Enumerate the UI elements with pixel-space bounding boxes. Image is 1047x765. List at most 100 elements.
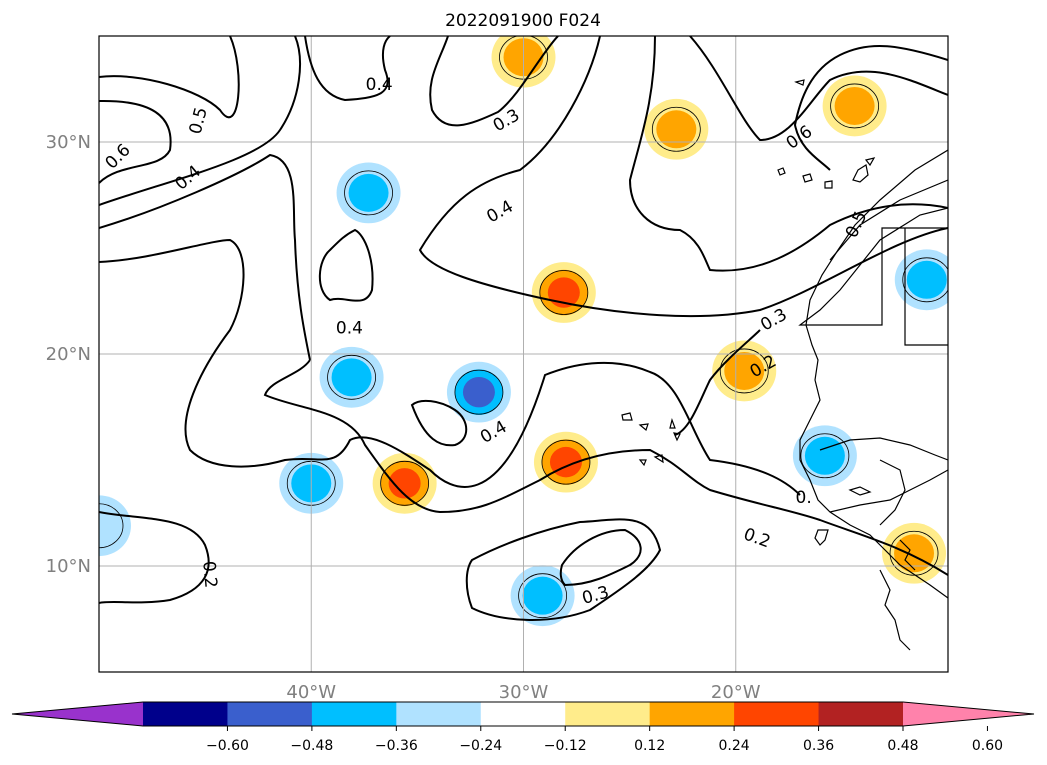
island-canary-1 — [777, 167, 786, 176]
island-canary-2 — [802, 173, 813, 183]
anomaly-shade — [319, 346, 384, 408]
contour-line — [99, 36, 240, 119]
contour-line — [674, 329, 761, 436]
anomaly-outline — [518, 573, 568, 619]
colorbar-tick-label: 0.24 — [719, 738, 750, 754]
anomaly-shade-level — [331, 358, 372, 397]
anomaly-shade — [446, 361, 511, 423]
anomaly-shade-level — [522, 576, 563, 615]
contour-line — [793, 45, 948, 171]
contour-label: 0.4 — [366, 75, 393, 95]
contour-line — [99, 99, 172, 184]
anomaly-shade — [894, 249, 948, 311]
anomaly-shade — [712, 340, 777, 402]
island-cape-verde-5 — [638, 459, 647, 467]
border-1 — [829, 179, 948, 261]
colorbar-tick-label: 0.12 — [634, 738, 665, 754]
contour-line — [429, 36, 559, 127]
contour-line — [559, 528, 642, 587]
anomaly-outline — [541, 439, 591, 485]
contour-lines — [99, 36, 948, 621]
anomaly-outline — [889, 530, 939, 576]
anomaly-shade — [531, 262, 596, 323]
contour-line — [318, 228, 374, 302]
colorbar-segment — [143, 702, 228, 726]
graticule-grid — [99, 36, 948, 672]
anomaly-shading-layer — [99, 36, 948, 627]
colorbar-segment — [396, 702, 482, 726]
border-3 — [904, 228, 948, 346]
anomaly-shade — [533, 431, 598, 493]
colorbar-tick-label: 0.60 — [972, 738, 1003, 754]
anomaly-outline — [327, 354, 376, 400]
anomaly-shade — [336, 162, 401, 224]
x-tick-label: 20°W — [711, 682, 761, 703]
colorbar-tick-label: 0.48 — [887, 738, 918, 754]
anomaly-shade-level — [348, 173, 389, 212]
coastlines — [621, 79, 948, 651]
anomaly-shade-level — [804, 436, 845, 475]
anomaly-outline — [800, 433, 850, 479]
border-5 — [829, 469, 948, 513]
colorbar-tick-label: −0.12 — [544, 738, 587, 754]
anomaly-outline — [454, 369, 504, 415]
chart-title: 2022091900 F024 — [445, 11, 601, 31]
island-madeira — [794, 79, 805, 86]
contour-line — [99, 238, 801, 496]
anomaly-shade — [99, 495, 131, 557]
colorbar-segment — [227, 702, 313, 726]
anomaly-shade — [822, 75, 887, 137]
colorbar-segment — [818, 702, 904, 726]
axis-labels: 40°W 30°W 20°W 30°N 20°N 10°N — [46, 132, 761, 703]
y-tick-label: 20°N — [46, 344, 91, 365]
anomaly-shade — [372, 452, 437, 514]
map-plot-area: 0.60.50.40.40.30.40.40.40.60.50.30.20.20… — [99, 36, 948, 672]
island-cape-verde-2 — [638, 423, 649, 432]
anomaly-shade-level — [834, 86, 875, 125]
colorbar-outline — [11, 701, 1035, 727]
contour-line — [628, 36, 948, 272]
colorbar-segment — [565, 702, 651, 726]
contour-line — [465, 518, 662, 621]
island-canary-3 — [824, 180, 833, 189]
anomaly-shade-level — [547, 277, 580, 308]
anomaly-outline — [344, 170, 393, 216]
colorbar-segment — [311, 702, 397, 726]
y-tick-label: 30°N — [46, 132, 91, 153]
colorbar-segment — [649, 702, 735, 726]
anomaly-shade — [510, 565, 575, 627]
x-tick-label: 40°W — [286, 682, 336, 703]
anomaly-shade — [644, 98, 709, 160]
anomaly-shade — [792, 425, 857, 487]
colorbar-tick-label: −0.48 — [290, 738, 333, 754]
colorbar-tick-label: 0.36 — [803, 738, 834, 754]
island-cape-verde-1 — [621, 412, 633, 421]
border-9 — [879, 569, 911, 651]
anomaly-outline — [902, 257, 948, 303]
contour-line — [418, 36, 948, 318]
colorbar-segment — [480, 702, 566, 726]
anomaly-shade-level — [99, 495, 131, 557]
anomaly-shade-level — [656, 110, 697, 149]
border-4 — [819, 437, 948, 461]
anomaly-outline — [719, 348, 769, 394]
island-bijagos — [814, 529, 829, 546]
contour-line — [410, 399, 468, 447]
contour-line — [99, 36, 301, 206]
contour-line — [263, 359, 948, 576]
contour-line — [689, 36, 948, 142]
colorbar-segment — [734, 702, 820, 726]
colorbar-extend-low — [12, 702, 143, 726]
colorbar-extend-high — [903, 702, 1034, 726]
colorbar: −0.60 −0.48 −0.36 −0.24 −0.12 0.12 0.24 0.36 0.4… — [11, 701, 1035, 754]
anomaly-shade-level — [388, 468, 421, 499]
colorbar-tick-label: −0.60 — [206, 738, 249, 754]
anomaly-shade-level — [724, 351, 765, 390]
contour-line — [304, 36, 391, 102]
anomaly-outline — [830, 83, 880, 129]
contour-label: 0.2 — [198, 560, 220, 589]
contour-label: 0.4 — [336, 319, 363, 339]
anomaly-outline — [99, 503, 124, 549]
anomaly-outline — [539, 270, 589, 315]
